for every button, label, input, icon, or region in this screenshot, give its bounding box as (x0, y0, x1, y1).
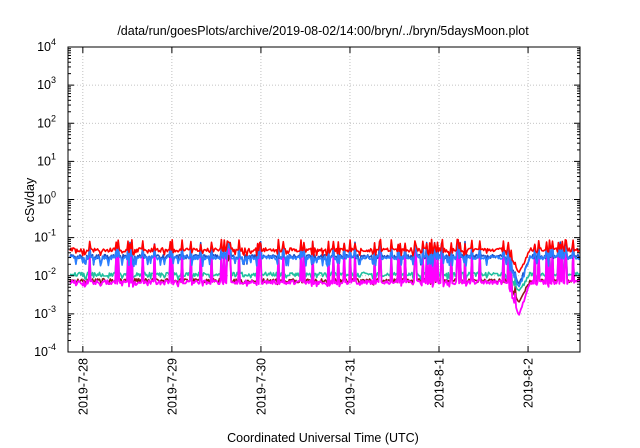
y-tick-label: 103 (37, 75, 56, 92)
x-tick-labels: 2019-7-28 2019-7-29 2019-7-30 2019-7-31 2019… (76, 358, 535, 415)
chart-title: /data/run/goesPlots/archive/2019-08-02/1… (117, 24, 529, 38)
y-tick-label: 104 (37, 37, 56, 54)
series-line (69, 243, 581, 316)
y-tick-label: 10-4 (34, 342, 56, 359)
x-tick-label: 2019-7-28 (76, 358, 90, 415)
x-tick-label: 2019-7-30 (254, 358, 268, 415)
series-line (69, 238, 580, 274)
y-tick-label: 102 (37, 113, 56, 130)
y-axis-label: cSv/day (23, 177, 37, 222)
x-tick-label: 2019-8-2 (522, 358, 536, 408)
y-tick-labels: 10-4 10-3 10-2 10-1 100 101 102 103 104 (34, 37, 56, 359)
y-tick-label: 10-3 (34, 304, 56, 321)
x-axis-label: Coordinated Universal Time (UTC) (227, 431, 419, 445)
grid-lines (68, 47, 580, 352)
x-tick-label: 2019-7-29 (165, 358, 179, 415)
series-group (69, 238, 581, 316)
y-tick-label: 101 (37, 151, 56, 168)
axis-ticks (68, 46, 580, 353)
x-tick-label: 2019-8-1 (433, 358, 447, 408)
y-tick-label: 10-2 (34, 266, 56, 283)
y-tick-label: 100 (37, 190, 56, 207)
x-tick-label: 2019-7-31 (343, 358, 357, 415)
y-tick-label: 10-1 (34, 228, 56, 245)
